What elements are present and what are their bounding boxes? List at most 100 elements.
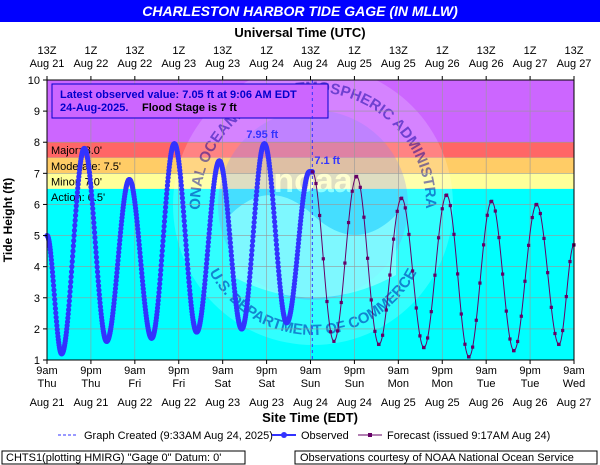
observed-point <box>201 289 207 295</box>
x-tick-label: Aug 24 <box>337 397 372 409</box>
chart-title: CHARLESTON HARBOR TIDE GAGE (IN MLLW) <box>142 3 458 19</box>
observed-point <box>250 233 256 239</box>
observed-point <box>90 215 97 221</box>
observed-point <box>230 269 236 276</box>
top-x-tick-label: 13Z <box>301 45 320 57</box>
x-tick-label: 9am <box>212 365 233 377</box>
observed-point <box>91 224 97 231</box>
observed-point <box>251 219 257 225</box>
watermark-inner-disc <box>218 110 408 300</box>
forecast-point <box>564 294 568 299</box>
observed-point <box>74 189 80 196</box>
top-x-tick-label: 13Z <box>38 45 57 57</box>
forecast-point <box>516 339 520 344</box>
top-x-tick-label: 13Z <box>389 45 408 57</box>
observed-point <box>91 220 97 226</box>
observed-point <box>228 253 235 259</box>
observed-point <box>226 227 232 233</box>
observed-point <box>65 307 72 313</box>
observed-point <box>248 261 254 267</box>
x-tick-label: Aug 21 <box>73 397 108 409</box>
observed-point <box>181 218 187 224</box>
top-x-tick-label: 13Z <box>477 45 496 57</box>
observed-point <box>161 218 168 225</box>
observed-point <box>209 202 215 208</box>
observed-point <box>97 300 103 306</box>
observed-point <box>95 273 101 280</box>
observed-point <box>224 202 230 209</box>
x-tick-label: Aug 23 <box>205 397 240 409</box>
top-x-tick-label: Aug 26 <box>469 58 504 70</box>
observed-point <box>157 276 163 282</box>
observed-point <box>72 217 78 223</box>
observed-point <box>185 266 191 272</box>
forecast-point <box>329 330 333 334</box>
observed-point <box>273 242 280 248</box>
observed-point <box>51 287 57 293</box>
observed-point <box>202 281 208 287</box>
observed-point <box>139 274 145 280</box>
observed-point <box>137 254 143 260</box>
forecast-point <box>358 185 362 189</box>
observed-point <box>182 232 188 239</box>
observed-point <box>159 253 165 259</box>
major-stage-label: Major: 8.0' <box>51 145 102 157</box>
forecast-series <box>310 170 576 359</box>
observed-point <box>224 199 230 205</box>
top-x-tick-label: Aug 23 <box>161 58 196 70</box>
observed-point <box>90 205 96 212</box>
observed-point <box>187 291 193 297</box>
forecast-point <box>490 199 494 203</box>
x-tick-label: Aug 25 <box>381 397 416 409</box>
observed-point <box>251 215 258 221</box>
x-tick-label: Wed <box>563 378 585 390</box>
x-tick-label: Fri <box>128 378 141 390</box>
forecast-point <box>429 310 433 314</box>
x-tick-label: 9pm <box>432 365 453 377</box>
x-tick-label: 9am <box>36 365 57 377</box>
top-x-tick-label: Aug 23 <box>205 58 240 70</box>
top-x-tick-label: Aug 24 <box>293 58 328 70</box>
observed-point <box>156 293 162 300</box>
observed-point <box>49 265 55 271</box>
forecast-point <box>433 273 437 277</box>
observed-point <box>164 182 171 189</box>
observed-point <box>53 314 59 320</box>
observed-point <box>225 218 232 225</box>
observed-point <box>203 269 209 275</box>
forecast-point <box>557 342 561 347</box>
observed-point <box>116 241 123 247</box>
observed-point <box>178 178 184 185</box>
observed-point <box>93 244 99 250</box>
observed-point <box>276 272 282 278</box>
observed-point <box>164 186 170 193</box>
observed-point <box>274 255 281 261</box>
top-x-tick-label: Aug 27 <box>513 58 548 70</box>
moderate-stage-label: Moderate: 7.5' <box>51 161 121 173</box>
x-tick-label: 9am <box>124 365 145 377</box>
observed-point <box>116 249 122 255</box>
observed-point <box>65 311 71 317</box>
observed-point <box>135 230 141 236</box>
forecast-point <box>535 202 539 207</box>
observed-point <box>229 265 236 271</box>
observed-point <box>269 184 275 190</box>
forecast-point <box>411 269 415 273</box>
observed-point <box>205 239 211 245</box>
forecast-point <box>542 236 546 241</box>
forecast-point <box>485 213 489 217</box>
observed-point <box>94 259 100 265</box>
observed-point <box>276 276 282 282</box>
observed-point <box>248 256 254 263</box>
x-tick-label: Aug 25 <box>425 397 460 409</box>
observed-point <box>183 242 189 248</box>
forecast-point <box>369 298 373 302</box>
forecast-point <box>478 281 482 285</box>
observed-point <box>157 281 163 287</box>
observed-point <box>67 284 74 290</box>
forecast-point <box>508 337 512 341</box>
observed-point <box>296 236 302 243</box>
observed-point <box>179 186 185 193</box>
observed-point <box>177 175 184 181</box>
footer-credit: Observations courtesy of NOAA National O… <box>300 452 574 464</box>
